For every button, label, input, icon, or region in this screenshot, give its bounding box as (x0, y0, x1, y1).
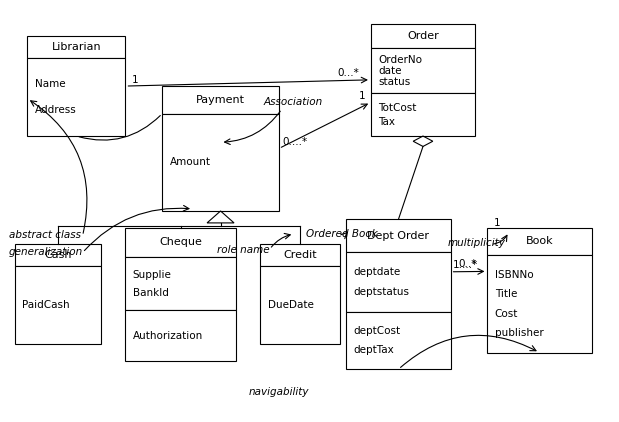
Text: 1....*: 1....* (452, 260, 478, 270)
Bar (27, 58, 126, 136)
Text: Order: Order (407, 31, 439, 41)
Bar (15, 244, 101, 266)
Text: publisher: publisher (495, 328, 543, 338)
Bar (27, 36, 126, 58)
Text: Authorization: Authorization (133, 330, 203, 341)
Text: Title: Title (495, 289, 517, 299)
Bar (15, 266, 101, 344)
Text: 0..*: 0..* (458, 259, 477, 269)
Bar (371, 49, 475, 93)
Text: Book: Book (526, 236, 553, 246)
Bar (346, 219, 451, 252)
Text: DueDate: DueDate (268, 300, 314, 310)
Text: date: date (378, 66, 402, 76)
Bar (487, 255, 592, 353)
Text: Association: Association (264, 97, 322, 107)
Text: Name: Name (35, 79, 65, 89)
Text: 1: 1 (358, 91, 365, 101)
Bar (261, 266, 340, 344)
Bar (162, 86, 279, 114)
Text: deptTax: deptTax (353, 345, 394, 355)
Text: Cash: Cash (44, 250, 72, 260)
Text: navigability: navigability (248, 387, 309, 397)
Bar (162, 114, 279, 211)
Text: Payment: Payment (196, 95, 245, 105)
Bar (126, 227, 236, 257)
Bar (261, 244, 340, 266)
Text: Amount: Amount (170, 157, 210, 167)
Text: 0....*: 0....* (282, 137, 307, 147)
Text: PaidCash: PaidCash (22, 300, 70, 310)
Text: generalization: generalization (9, 247, 83, 257)
Text: Cost: Cost (495, 308, 518, 319)
Text: Ordered Book: Ordered Book (306, 229, 378, 239)
Text: BankId: BankId (133, 287, 169, 298)
Text: ISBNNo: ISBNNo (495, 270, 534, 280)
Text: Credit: Credit (284, 250, 317, 260)
Text: abstract class: abstract class (9, 230, 81, 240)
Bar (346, 252, 451, 312)
Text: Librarian: Librarian (51, 42, 101, 52)
Text: 1: 1 (132, 75, 138, 85)
Text: Dept Order: Dept Order (368, 231, 430, 241)
Text: multiplicity: multiplicity (448, 238, 505, 249)
Text: 1: 1 (493, 218, 500, 227)
Text: role name: role name (217, 245, 270, 254)
Text: deptdate: deptdate (353, 267, 401, 277)
Bar (371, 93, 475, 136)
Text: Address: Address (35, 105, 76, 115)
Text: status: status (378, 77, 410, 87)
Bar (371, 24, 475, 49)
Text: 0...*: 0...* (337, 68, 359, 78)
Text: deptCost: deptCost (353, 326, 400, 336)
Bar (487, 227, 592, 255)
Text: deptstatus: deptstatus (353, 287, 410, 297)
Bar (126, 310, 236, 361)
Text: OrderNo: OrderNo (378, 54, 422, 65)
Text: Cheque: Cheque (159, 237, 202, 247)
Text: Supplie: Supplie (133, 270, 171, 280)
Bar (346, 312, 451, 369)
Text: TotCost: TotCost (378, 103, 417, 113)
Text: Tax: Tax (378, 117, 395, 127)
Bar (126, 257, 236, 310)
